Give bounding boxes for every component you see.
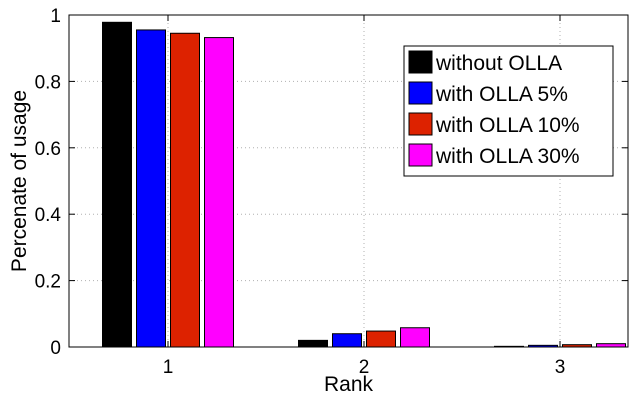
y-tick-label: 0.8 (35, 72, 61, 93)
plot-frame (68, 14, 629, 348)
legend-swatch (408, 143, 433, 167)
bar-4-2 (400, 327, 430, 348)
bar-3-1 (170, 32, 200, 348)
y-tick-label: 0.6 (35, 139, 61, 160)
x-tick-label: 1 (163, 357, 174, 378)
bar-1-2 (298, 339, 328, 348)
y-tick-label: 1 (50, 6, 61, 27)
gridlines (69, 14, 628, 348)
bar-1-1 (102, 21, 132, 348)
legend-label: with OLLA 10% (435, 114, 580, 137)
x-ticks: 1 2 3 (163, 15, 566, 378)
legend-box (403, 45, 614, 177)
legend-swatch (408, 112, 433, 136)
legend-swatch (408, 81, 433, 105)
legend: without OLLA with OLLA 5% with OLLA 10% wit… (403, 45, 614, 177)
legend-label: with OLLA 5% (435, 83, 568, 106)
bar-4-1 (204, 37, 234, 348)
y-axis-label: Percenate of usage (8, 90, 31, 272)
legend-label: with OLLA 30% (435, 145, 580, 168)
y-ticks: 0 0.2 0.4 0.6 0.8 1 (35, 6, 628, 359)
y-tick-label: 0 (50, 338, 61, 359)
x-tick-label: 2 (359, 357, 370, 378)
x-tick-label: 3 (555, 357, 566, 378)
legend-swatch (408, 50, 433, 74)
bar-2-2 (332, 333, 362, 348)
legend-label: without OLLA (435, 52, 562, 75)
bar-2-1 (136, 29, 166, 348)
x-axis-label: Rank (324, 373, 374, 395)
y-tick-label: 0.4 (35, 205, 62, 226)
bar-3-2 (366, 330, 396, 348)
y-tick-label: 0.2 (35, 272, 61, 293)
